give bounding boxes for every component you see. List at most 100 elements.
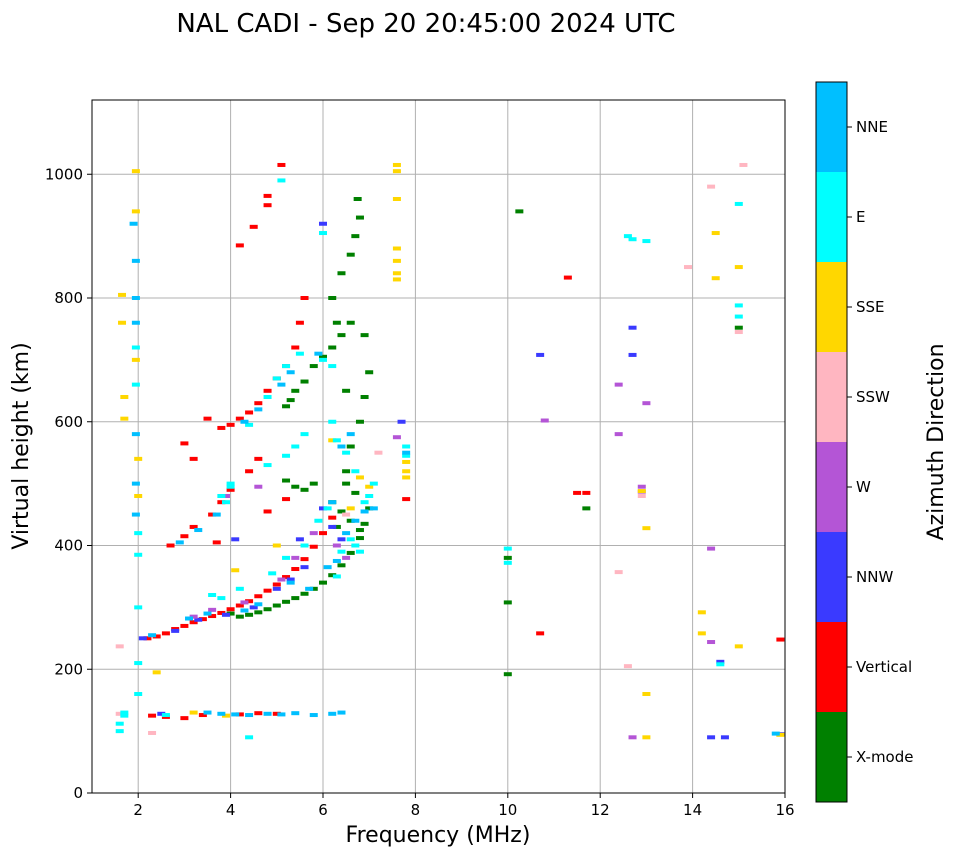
data-point [282, 453, 291, 458]
data-point [203, 611, 212, 616]
data-point [300, 565, 309, 570]
data-point [365, 506, 374, 511]
data-point [189, 710, 198, 715]
data-point [203, 416, 212, 421]
data-point [157, 711, 166, 716]
colorbar-segment [816, 532, 847, 622]
data-point [291, 596, 300, 601]
data-point [332, 438, 341, 443]
data-point [355, 475, 364, 480]
data-point [707, 640, 716, 645]
data-point [328, 345, 337, 350]
data-point [332, 320, 341, 325]
data-point [614, 432, 623, 437]
data-point [189, 620, 198, 625]
plot-frame [91, 99, 786, 794]
data-point [309, 364, 318, 369]
data-point [355, 419, 364, 424]
data-point [328, 419, 337, 424]
data-point [198, 617, 207, 622]
data-point [402, 453, 411, 458]
x-tick-label: 4 [226, 801, 236, 819]
data-point [263, 203, 272, 208]
data-point [776, 637, 785, 642]
data-point [226, 484, 235, 489]
data-point [131, 481, 140, 486]
data-point [642, 692, 651, 696]
data-point [337, 333, 346, 338]
data-point [503, 560, 512, 565]
data-point [148, 633, 157, 638]
series-nne [129, 221, 780, 736]
data-point [217, 610, 226, 615]
data-point [263, 463, 272, 468]
data-point [115, 729, 124, 734]
data-point [131, 169, 140, 174]
data-point [189, 456, 198, 461]
data-point [277, 712, 286, 717]
y-tick-label: 800 [54, 289, 83, 307]
data-point [300, 432, 309, 437]
colorbar-segment [816, 262, 847, 352]
data-point [328, 364, 337, 369]
data-point [342, 531, 351, 536]
x-tick-label: 12 [591, 801, 610, 819]
data-point [582, 490, 591, 495]
data-point [118, 292, 127, 297]
data-point [300, 543, 309, 548]
data-point [295, 537, 304, 542]
x-tick-label: 10 [498, 801, 517, 819]
data-point [171, 628, 180, 633]
data-point [402, 475, 411, 480]
data-point [254, 401, 263, 406]
data-point [342, 388, 351, 393]
data-point [319, 221, 327, 226]
data-point [628, 735, 637, 740]
data-point [392, 246, 401, 251]
data-point [221, 494, 230, 498]
data-point [282, 497, 291, 502]
colorbar-label: Azimuth Direction [924, 343, 949, 540]
y-tick-label: 200 [54, 660, 83, 678]
colorbar-tick-label: NNE [856, 118, 888, 136]
series-nnw [138, 221, 785, 740]
data-point [198, 713, 207, 718]
data-point [226, 481, 235, 486]
axis-ticks: 2 4 6 8 10 12 14 16 0 200 400 600 800 1000 [45, 165, 795, 819]
data-point [221, 500, 230, 505]
data-point [573, 490, 582, 495]
data-point [614, 382, 623, 387]
chart-title: NAL CADI - Sep 20 20:45:00 2024 UTC [176, 9, 675, 39]
data-point [291, 711, 300, 716]
data-point [161, 631, 170, 636]
data-point [131, 432, 140, 437]
data-point [217, 711, 226, 716]
data-point [254, 610, 263, 615]
data-point [272, 543, 281, 548]
data-point [707, 735, 716, 740]
data-point [272, 603, 281, 608]
data-point [240, 600, 249, 605]
data-point [286, 580, 295, 585]
data-point [309, 481, 318, 486]
data-point [319, 357, 327, 362]
data-point [503, 546, 512, 551]
data-point [346, 537, 355, 542]
data-point [351, 469, 360, 474]
data-point [254, 594, 263, 599]
data-point [254, 602, 263, 607]
data-point [397, 419, 406, 424]
data-point [342, 450, 351, 455]
data-point [353, 197, 362, 201]
data-point [300, 296, 309, 300]
y-tick-label: 1000 [45, 165, 83, 183]
data-point [402, 450, 411, 455]
data-point [305, 586, 314, 591]
data-point [235, 614, 244, 619]
data-point [392, 277, 401, 282]
data-point [120, 713, 129, 718]
data-point [332, 524, 341, 529]
data-point [245, 713, 254, 718]
y-tick-label: 400 [54, 537, 83, 555]
